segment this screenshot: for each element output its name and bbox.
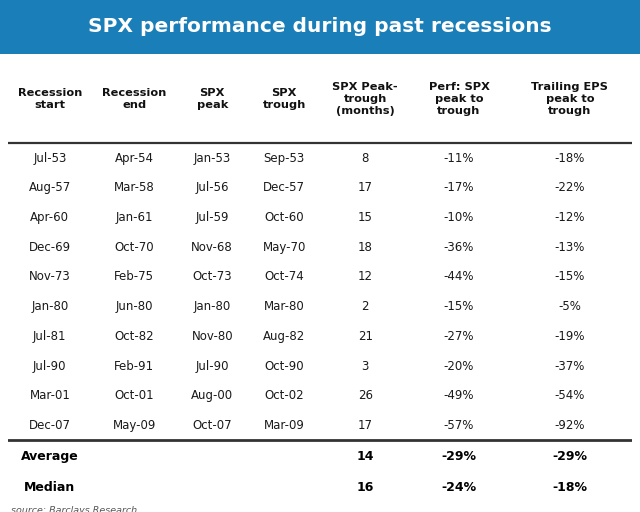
Text: Recession
end: Recession end [102, 88, 166, 110]
Text: Median: Median [24, 481, 76, 495]
Text: Dec-69: Dec-69 [29, 241, 71, 254]
Text: Feb-75: Feb-75 [114, 270, 154, 284]
Text: SPX
peak: SPX peak [196, 88, 228, 110]
Text: SPX
trough: SPX trough [262, 88, 306, 110]
Text: Dec-57: Dec-57 [263, 181, 305, 195]
Text: -22%: -22% [555, 181, 585, 195]
Text: -10%: -10% [444, 211, 474, 224]
Text: 12: 12 [358, 270, 372, 284]
Text: SPX Peak-
trough
(months): SPX Peak- trough (months) [332, 81, 398, 116]
Text: Aug-00: Aug-00 [191, 389, 234, 402]
Text: -18%: -18% [555, 152, 585, 165]
Text: Average: Average [21, 450, 79, 463]
Text: Oct-07: Oct-07 [193, 419, 232, 432]
Text: 26: 26 [358, 389, 372, 402]
Text: 21: 21 [358, 330, 372, 343]
Text: 18: 18 [358, 241, 372, 254]
Text: Mar-01: Mar-01 [29, 389, 70, 402]
Text: Mar-80: Mar-80 [264, 300, 305, 313]
Text: Jan-53: Jan-53 [194, 152, 231, 165]
Text: May-70: May-70 [262, 241, 306, 254]
Text: Jul-53: Jul-53 [33, 152, 67, 165]
Text: Dec-07: Dec-07 [29, 419, 71, 432]
Text: Jul-90: Jul-90 [195, 359, 229, 373]
Text: Jul-56: Jul-56 [195, 181, 229, 195]
Text: 2: 2 [362, 300, 369, 313]
Text: -12%: -12% [555, 211, 585, 224]
Text: Recession
start: Recession start [18, 88, 82, 110]
Text: Aug-57: Aug-57 [29, 181, 71, 195]
Text: -44%: -44% [444, 270, 474, 284]
Text: -29%: -29% [552, 450, 588, 463]
Text: 16: 16 [356, 481, 374, 495]
Text: Sep-53: Sep-53 [264, 152, 305, 165]
Text: -11%: -11% [444, 152, 474, 165]
Text: -15%: -15% [444, 300, 474, 313]
Text: Jul-90: Jul-90 [33, 359, 67, 373]
Text: Aug-82: Aug-82 [263, 330, 305, 343]
Text: -20%: -20% [444, 359, 474, 373]
Text: Oct-01: Oct-01 [115, 389, 154, 402]
Text: Nov-68: Nov-68 [191, 241, 233, 254]
Text: Feb-91: Feb-91 [114, 359, 154, 373]
Text: -13%: -13% [555, 241, 585, 254]
Text: 3: 3 [362, 359, 369, 373]
Text: -29%: -29% [442, 450, 477, 463]
Text: Mar-58: Mar-58 [114, 181, 154, 195]
Text: source: Barclays Research: source: Barclays Research [11, 506, 137, 512]
Text: -92%: -92% [555, 419, 585, 432]
Text: -37%: -37% [555, 359, 585, 373]
Text: Oct-70: Oct-70 [115, 241, 154, 254]
Text: -15%: -15% [555, 270, 585, 284]
Text: Jan-80: Jan-80 [194, 300, 231, 313]
Text: 17: 17 [358, 419, 372, 432]
Text: -36%: -36% [444, 241, 474, 254]
Text: 8: 8 [362, 152, 369, 165]
Text: Nov-73: Nov-73 [29, 270, 70, 284]
Text: Nov-80: Nov-80 [191, 330, 233, 343]
Text: May-09: May-09 [113, 419, 156, 432]
Text: Oct-02: Oct-02 [264, 389, 304, 402]
Text: Jan-61: Jan-61 [115, 211, 153, 224]
Text: -18%: -18% [552, 481, 588, 495]
Text: Apr-60: Apr-60 [30, 211, 69, 224]
Text: Perf: SPX
peak to
trough: Perf: SPX peak to trough [429, 81, 490, 116]
Text: Oct-60: Oct-60 [264, 211, 304, 224]
Text: -27%: -27% [444, 330, 474, 343]
Text: 14: 14 [356, 450, 374, 463]
Text: Jan-80: Jan-80 [31, 300, 68, 313]
Text: Oct-90: Oct-90 [264, 359, 304, 373]
Text: Oct-73: Oct-73 [193, 270, 232, 284]
Text: -19%: -19% [555, 330, 585, 343]
Text: -24%: -24% [442, 481, 477, 495]
Text: -57%: -57% [444, 419, 474, 432]
Text: 15: 15 [358, 211, 372, 224]
Text: Trailing EPS
peak to
trough: Trailing EPS peak to trough [531, 81, 608, 116]
Text: Jul-81: Jul-81 [33, 330, 67, 343]
Text: -17%: -17% [444, 181, 474, 195]
Text: Jun-80: Jun-80 [115, 300, 153, 313]
Text: 17: 17 [358, 181, 372, 195]
Text: SPX performance during past recessions: SPX performance during past recessions [88, 17, 552, 36]
Text: Mar-09: Mar-09 [264, 419, 305, 432]
Text: -49%: -49% [444, 389, 474, 402]
Text: Apr-54: Apr-54 [115, 152, 154, 165]
Text: Oct-74: Oct-74 [264, 270, 304, 284]
Text: -54%: -54% [555, 389, 585, 402]
Text: Jul-59: Jul-59 [195, 211, 229, 224]
Text: -5%: -5% [559, 300, 581, 313]
Text: Oct-82: Oct-82 [115, 330, 154, 343]
